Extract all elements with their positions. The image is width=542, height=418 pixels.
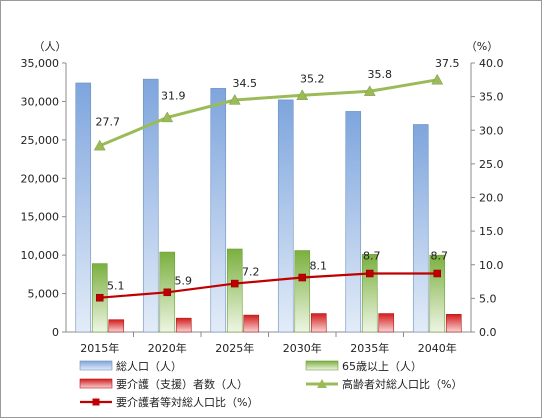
legend-swatch xyxy=(305,360,339,371)
care-ratio-data-label: 5.9 xyxy=(175,274,193,287)
x-tick-label: 2030年 xyxy=(283,341,322,355)
total-population-bar xyxy=(345,111,362,333)
care-ratio-marker xyxy=(163,288,171,297)
right-axis-unit: （%） xyxy=(466,40,498,53)
legend-label: 要介護（支援）者数（人） xyxy=(116,377,248,391)
care-ratio-marker xyxy=(231,279,239,288)
elderly-ratio-marker xyxy=(431,73,444,85)
left-tick-label: 5,000 xyxy=(28,288,60,301)
care-need-bar xyxy=(378,313,395,333)
care-need-bar xyxy=(108,319,125,333)
legend-item: 要介護（支援）者数（人） xyxy=(79,377,248,391)
care-ratio-data-label: 8.1 xyxy=(310,260,328,273)
right-tick-label: 15.0 xyxy=(479,225,504,238)
care-ratio-data-label: 8.7 xyxy=(431,249,449,262)
left-axis-unit: （人） xyxy=(34,40,67,53)
lines-layer xyxy=(93,73,444,302)
care-ratio-marker xyxy=(366,269,374,278)
left-tick-label: 20,000 xyxy=(21,172,60,185)
x-tick-label: 2040年 xyxy=(418,341,457,355)
care-need-bar xyxy=(445,314,462,333)
total-population-bar xyxy=(277,99,294,333)
elderly-ratio-data-label: 37.5 xyxy=(435,57,460,70)
age65-bar xyxy=(226,248,243,333)
elderly-ratio-data-label: 35.2 xyxy=(300,72,325,85)
right-tick-label: 25.0 xyxy=(479,158,504,171)
legend-item: 65歳以上（人） xyxy=(305,360,422,373)
care-need-bar xyxy=(175,317,192,333)
care-ratio-data-label: 5.1 xyxy=(107,280,125,293)
care-ratio-marker xyxy=(96,293,104,302)
left-tick-label: 25,000 xyxy=(21,134,60,147)
x-tick-label: 2035年 xyxy=(350,341,389,355)
age65-bar xyxy=(294,250,311,333)
total-population-bar xyxy=(412,124,429,333)
legend-swatch-marker xyxy=(317,379,327,388)
elderly-ratio-marker xyxy=(228,93,241,105)
legend-label: 要介護者等対総人口比（%） xyxy=(116,395,258,409)
right-tick-label: 5.0 xyxy=(479,292,497,305)
legend-label: 総人口（人） xyxy=(116,359,182,373)
care-need-bar xyxy=(310,313,327,333)
care-need-bar xyxy=(243,314,260,333)
left-tick-label: 0 xyxy=(52,326,59,339)
left-tick-label: 15,000 xyxy=(21,211,60,224)
axes-layer: 0 5,000 10,000 15,000 20,000 25,000 30,000 35,0… xyxy=(21,40,504,355)
labels-layer: 27.7 31.9 34.5 35.2 35.8 37.5 5.1 5.9 7.2 8.1 8.7 8… xyxy=(96,57,460,293)
legend-swatch xyxy=(79,378,113,389)
right-tick-label: 0.0 xyxy=(479,326,497,339)
care-ratio-data-label: 8.7 xyxy=(363,249,381,262)
legend: 総人口（人） 65歳以上（人） 要介護（支援）者数（人） 高齢者対総人口比（%） 要介護… xyxy=(79,359,462,409)
elderly-ratio-data-label: 34.5 xyxy=(233,77,258,90)
care-ratio-marker xyxy=(298,273,306,282)
left-tick-label: 35,000 xyxy=(21,57,60,70)
elderly-ratio-data-label: 35.8 xyxy=(368,68,393,81)
care-ratio-line xyxy=(99,272,438,299)
elderly-ratio-marker xyxy=(93,139,106,151)
legend-label: 65歳以上（人） xyxy=(342,360,422,373)
total-population-bar xyxy=(75,82,92,333)
age65-bar xyxy=(429,254,446,333)
legend-swatch xyxy=(79,360,113,371)
legend-item: 総人口（人） xyxy=(79,359,182,373)
elderly-ratio-marker xyxy=(296,89,309,100)
total-population-bar xyxy=(142,78,159,333)
right-tick-label: 10.0 xyxy=(479,259,504,272)
elderly-ratio-line xyxy=(99,78,438,148)
elderly-ratio-data-label: 27.7 xyxy=(96,116,121,129)
care-ratio-marker xyxy=(433,269,441,278)
x-tick-label: 2015年 xyxy=(80,341,119,355)
elderly-ratio-marker xyxy=(363,85,376,96)
right-tick-label: 20.0 xyxy=(479,192,504,205)
legend-label: 高齢者対総人口比（%） xyxy=(342,377,462,391)
elderly-ratio-data-label: 31.9 xyxy=(161,89,186,102)
right-tick-label: 35.0 xyxy=(479,91,504,104)
x-tick-label: 2025年 xyxy=(215,341,254,355)
legend-item: 高齢者対総人口比（%） xyxy=(306,377,462,391)
total-population-bar xyxy=(210,88,227,333)
elderly-ratio-marker xyxy=(161,111,174,123)
left-tick-label: 30,000 xyxy=(21,95,60,108)
right-tick-label: 40.0 xyxy=(479,57,504,70)
x-tick-label: 2020年 xyxy=(148,341,187,355)
left-tick-label: 10,000 xyxy=(21,249,60,262)
age65-bar xyxy=(361,254,378,333)
legend-swatch-marker xyxy=(92,398,100,406)
legend-item: 要介護者等対総人口比（%） xyxy=(80,395,258,409)
care-ratio-data-label: 7.2 xyxy=(242,266,260,279)
right-tick-label: 30.0 xyxy=(479,124,504,137)
